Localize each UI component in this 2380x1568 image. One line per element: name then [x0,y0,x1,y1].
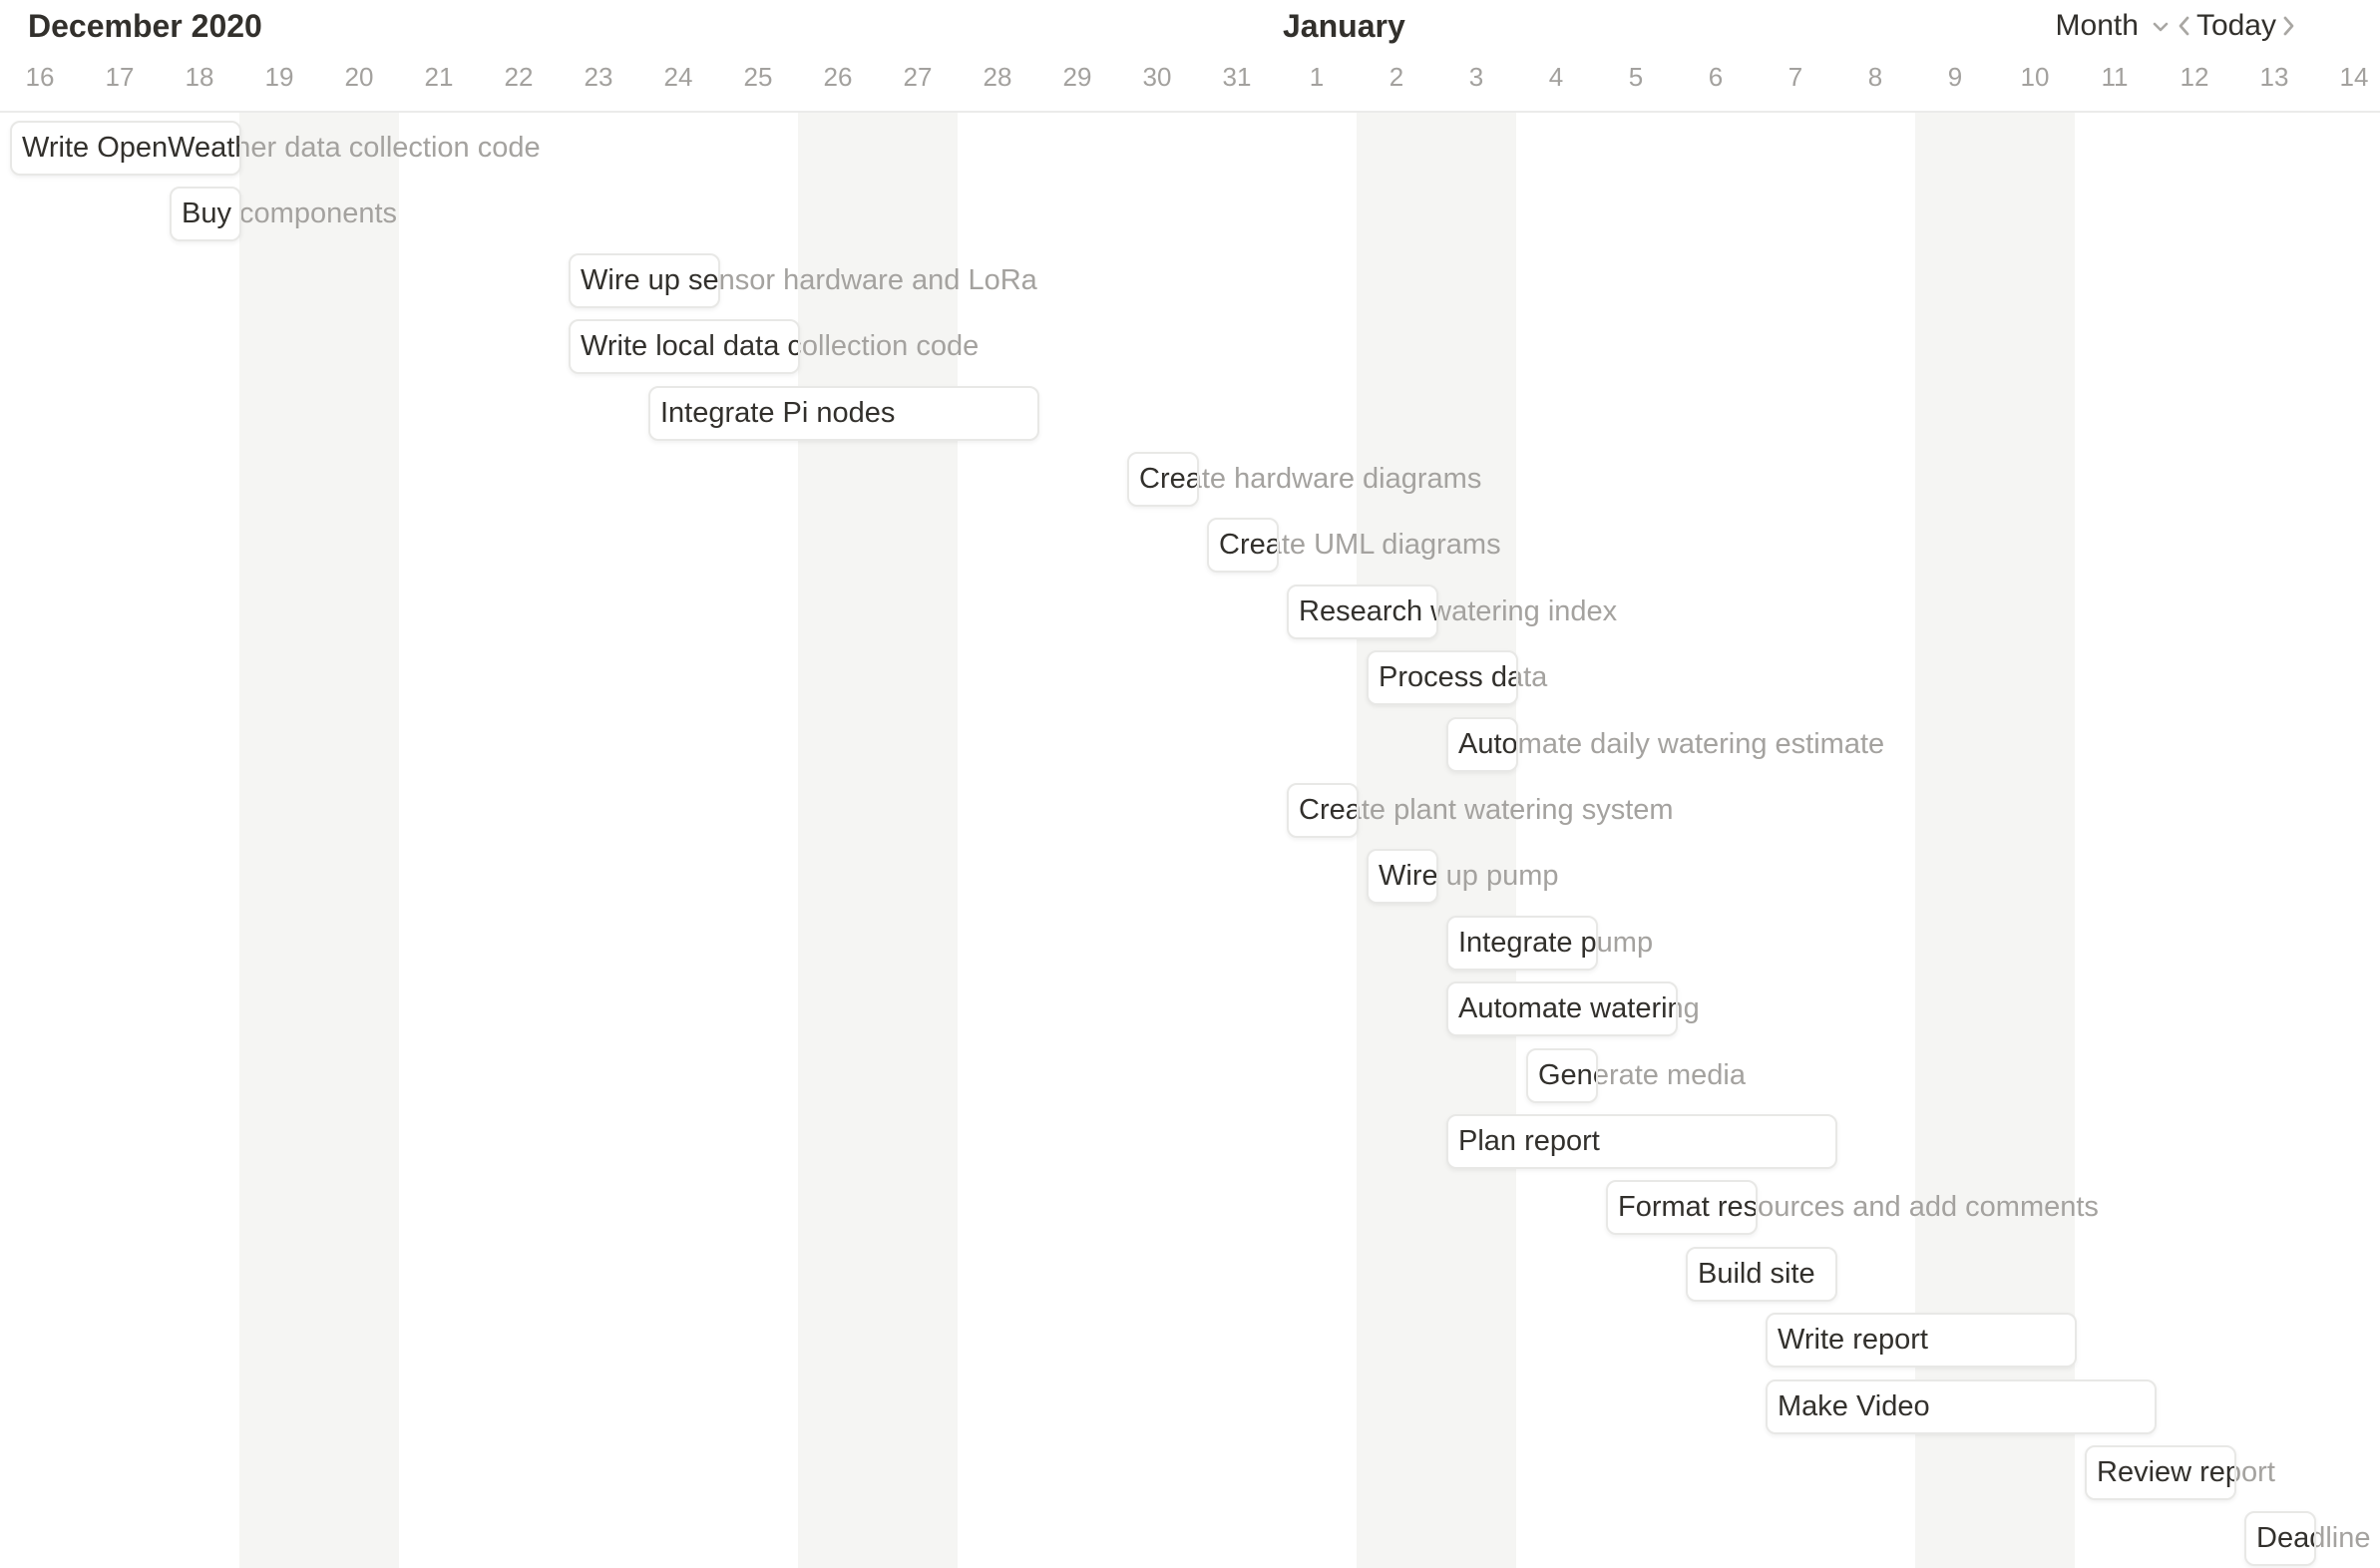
weekend-stripe [1357,113,1436,1568]
day-label: 16 [25,62,55,92]
day-label: 5 [1628,62,1644,92]
task-bar[interactable]: Build site [1686,1247,1837,1302]
day-label: 26 [823,62,853,92]
day-label: 9 [1947,62,1963,92]
task-title: Deadline [2256,1522,2314,1554]
next-button[interactable] [2276,11,2300,41]
day-label: 6 [1708,62,1724,92]
task-title: Review report [2097,1456,2234,1488]
day-label: 13 [2259,62,2289,92]
task-title-overflow: Automate daily watering estimate [1458,728,1885,760]
month-label-december: December 2020 [28,8,262,44]
day-label: 19 [264,62,294,92]
task-bar[interactable]: Write local data collection code [569,319,800,374]
view-scale-selector[interactable]: Month [2056,9,2173,43]
task-bar[interactable]: Create hardware diagrams [1127,452,1199,507]
day-label: 12 [2180,62,2209,92]
task-bar[interactable]: Write report [1766,1313,2077,1368]
chevron-right-icon [2276,11,2300,41]
task-bar[interactable]: Plan report [1446,1114,1837,1169]
prev-button[interactable] [2173,11,2196,41]
task-bar[interactable]: Create plant watering system [1287,783,1359,838]
timeline-controls: Month Today [2056,2,2300,50]
task-bar[interactable]: Write OpenWeather data collection code [10,121,241,176]
header-separator [0,111,2380,113]
chevron-left-icon [2173,11,2196,41]
day-label: 10 [2020,62,2050,92]
day-label: 28 [983,62,1012,92]
weekend-stripe [319,113,399,1568]
day-label: 31 [1222,62,1252,92]
task-bar[interactable]: Automate watering [1446,981,1678,1036]
day-label: 17 [105,62,135,92]
day-label: 23 [584,62,613,92]
day-label: 1 [1309,62,1325,92]
task-title: Write OpenWeather data collection code [22,132,239,164]
task-bar[interactable]: Buy components [170,187,241,241]
task-title: Wire up pump [1379,860,1438,892]
task-bar[interactable]: Integrate pump [1446,916,1598,971]
day-label: 18 [185,62,214,92]
today-button[interactable]: Today [2195,9,2276,42]
weekend-stripe [878,113,958,1568]
day-label: 2 [1388,62,1404,92]
task-title: Process data [1379,661,1516,693]
day-label: 22 [504,62,534,92]
task-bar[interactable]: Wire up sensor hardware and LoRa [569,253,720,308]
weekend-stripe [239,113,319,1568]
task-bar[interactable]: Process data [1367,650,1518,705]
task-title: Wire up sensor hardware and LoRa [581,264,719,296]
task-title: Write report [1778,1324,1928,1356]
day-label: 20 [344,62,374,92]
task-title: Create UML diagrams [1219,529,1277,561]
task-bar[interactable]: Research watering index [1287,585,1438,639]
task-title: Make Video [1778,1390,1930,1422]
chevron-down-icon [2149,14,2173,38]
day-label: 7 [1787,62,1803,92]
task-title: Automate watering [1458,992,1678,1024]
task-title: Plan report [1458,1125,1600,1157]
weekend-stripe [798,113,878,1568]
task-bar[interactable]: Deadline [2244,1511,2316,1566]
day-label: 3 [1468,62,1484,92]
weekend-stripe [1436,113,1516,1568]
task-bar[interactable]: Automate daily watering estimate [1446,717,1518,772]
task-bar[interactable]: Wire up pump [1367,849,1438,904]
task-title: Research watering index [1299,595,1436,627]
task-bar[interactable]: Review report [2085,1445,2236,1500]
task-title: Integrate Pi nodes [660,397,896,429]
day-label: 24 [663,62,693,92]
task-bar[interactable]: Make Video [1766,1379,2157,1434]
task-bar[interactable]: Integrate Pi nodes [648,386,1039,441]
task-title: Generate media [1538,1059,1596,1091]
day-label: 14 [2339,62,2369,92]
task-bar[interactable]: Create UML diagrams [1207,518,1279,573]
task-title: Create hardware diagrams [1139,463,1197,495]
view-scale-label: Month [2055,9,2139,42]
day-label: 21 [424,62,454,92]
day-label: 4 [1548,62,1564,92]
task-title: Build site [1698,1258,1815,1290]
task-title: Buy components [182,197,239,229]
day-label: 11 [2101,62,2129,92]
task-title-overflow: Create plant watering system [1299,794,1674,826]
task-bar[interactable]: Generate media [1526,1048,1598,1103]
day-label: 29 [1062,62,1092,92]
task-title: Create plant watering system [1299,794,1357,826]
day-label: 30 [1142,62,1172,92]
task-title: Format resources and add comments [1618,1191,1758,1223]
month-label-january: January [1283,8,1405,44]
day-label: 25 [743,62,773,92]
task-title: Integrate pump [1458,927,1597,959]
task-title: Write local data collection code [581,330,798,362]
day-label: 8 [1867,62,1883,92]
day-label: 27 [903,62,933,92]
task-title: Automate daily watering estimate [1458,728,1518,760]
task-bar[interactable]: Format resources and add comments [1606,1180,1758,1235]
